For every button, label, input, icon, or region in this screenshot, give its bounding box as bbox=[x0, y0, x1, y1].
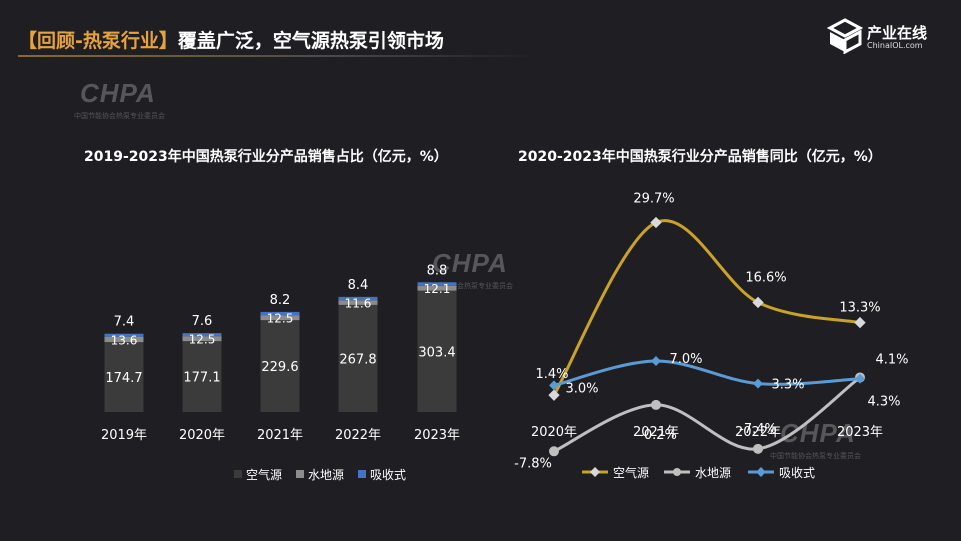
x-tick-label: 2020年 bbox=[179, 428, 225, 443]
watermark-org-text: 中国节能协会热泵专业委员会 bbox=[74, 111, 165, 121]
data-label-air-source: 29.7% bbox=[633, 192, 674, 207]
bar-label-absorption: 7.6 bbox=[192, 314, 213, 329]
x-tick-label: 2019年 bbox=[101, 428, 147, 443]
legend-label: 水地源 bbox=[695, 466, 731, 480]
legend-label: 吸收式 bbox=[370, 468, 406, 482]
logo-url: ChinaIOL.com bbox=[867, 41, 923, 50]
data-label-air-source: 1.4% bbox=[535, 367, 568, 382]
logo-cube-icon bbox=[827, 18, 863, 54]
legend-swatch bbox=[296, 470, 304, 478]
legend-marker bbox=[590, 467, 600, 477]
x-tick-label: 2022年 bbox=[335, 428, 381, 443]
bar-label-water-ground: 12.5 bbox=[189, 333, 216, 347]
legend-label: 水地源 bbox=[308, 468, 344, 482]
x-tick-label: 2023年 bbox=[837, 425, 883, 440]
series-line-water-ground bbox=[554, 377, 860, 451]
watermark-chpa-1: CHPA 中国节能协会热泵专业委员会 bbox=[80, 78, 165, 121]
bar-label-air-source: 229.6 bbox=[261, 360, 298, 375]
x-tick-label: 2021年 bbox=[257, 428, 303, 443]
data-label-water-ground: -7.8% bbox=[514, 456, 552, 471]
legend-swatch bbox=[358, 470, 366, 478]
point-marker-water-ground bbox=[549, 446, 559, 456]
bar-label-air-source: 303.4 bbox=[418, 345, 455, 360]
x-tick-label: 2022年 bbox=[735, 425, 781, 440]
series-line-absorption bbox=[554, 361, 860, 385]
x-tick-label: 2021年 bbox=[633, 425, 679, 440]
data-label-absorption: 4.1% bbox=[875, 353, 908, 368]
data-label-absorption: 7.0% bbox=[669, 352, 702, 367]
legend-label: 吸收式 bbox=[779, 466, 815, 480]
watermark-logo-text: CHPA bbox=[80, 78, 165, 109]
x-tick-label: 2020年 bbox=[531, 425, 577, 440]
brand-logo: 产业在线 ChinaIOL.com bbox=[827, 16, 939, 58]
page-title: 【回顾-热泵行业】覆盖广泛，空气源热泵引领市场 bbox=[18, 26, 444, 53]
page-title-text: 覆盖广泛，空气源热泵引领市场 bbox=[178, 30, 444, 52]
series-line-air-source bbox=[554, 221, 860, 396]
point-marker-absorption bbox=[651, 356, 661, 366]
title-underline bbox=[18, 55, 538, 57]
bar-label-water-ground: 12.1 bbox=[424, 282, 451, 296]
bar-label-absorption: 8.2 bbox=[270, 293, 291, 308]
data-label-absorption: 3.3% bbox=[771, 378, 804, 393]
logo-name: 产业在线 bbox=[867, 22, 927, 43]
legend-marker bbox=[673, 468, 681, 476]
bar-label-air-source: 177.1 bbox=[183, 371, 220, 386]
bar-label-absorption: 7.4 bbox=[114, 315, 135, 330]
bar-chart-title: 2019-2023年中国热泵行业分产品销售占比（亿元，%） bbox=[84, 146, 448, 166]
bar-label-air-source: 174.7 bbox=[105, 371, 142, 386]
bar-label-absorption: 8.8 bbox=[427, 263, 448, 278]
page-title-tag: 【回顾-热泵行业】 bbox=[18, 30, 178, 52]
bar-label-water-ground: 12.5 bbox=[267, 312, 294, 326]
bar-label-water-ground: 13.6 bbox=[111, 333, 138, 347]
x-tick-label: 2023年 bbox=[414, 428, 460, 443]
bar-label-absorption: 8.4 bbox=[348, 278, 369, 293]
data-label-absorption: 3.0% bbox=[565, 381, 598, 396]
point-marker-air-source bbox=[548, 390, 559, 401]
legend-marker bbox=[756, 467, 766, 477]
data-label-air-source: 16.6% bbox=[745, 270, 786, 285]
stacked-bar-chart: 174.7 13.6 7.4 2019年 177.1 12.5 7.6 2020年 229.6 1… bbox=[0, 170, 480, 510]
point-marker-water-ground bbox=[753, 444, 763, 454]
line-chart-title: 2020-2023年中国热泵行业分产品销售同比（亿元，%） bbox=[518, 146, 882, 166]
bar-label-water-ground: 11.6 bbox=[345, 297, 372, 311]
point-marker-absorption bbox=[753, 379, 763, 389]
legend-label: 空气源 bbox=[246, 467, 282, 482]
data-label-air-source: 13.3% bbox=[839, 301, 880, 316]
legend-label: 空气源 bbox=[613, 465, 649, 480]
point-marker-air-source bbox=[854, 317, 865, 328]
data-label-water-ground: 4.3% bbox=[867, 394, 900, 409]
bar-label-air-source: 267.8 bbox=[339, 352, 376, 367]
legend-swatch bbox=[234, 470, 242, 478]
line-chart: 1.4%29.7%16.6%13.3%-7.8%-0.2% -7.4%4.3%3.… bbox=[480, 170, 960, 510]
point-marker-water-ground bbox=[651, 400, 661, 410]
